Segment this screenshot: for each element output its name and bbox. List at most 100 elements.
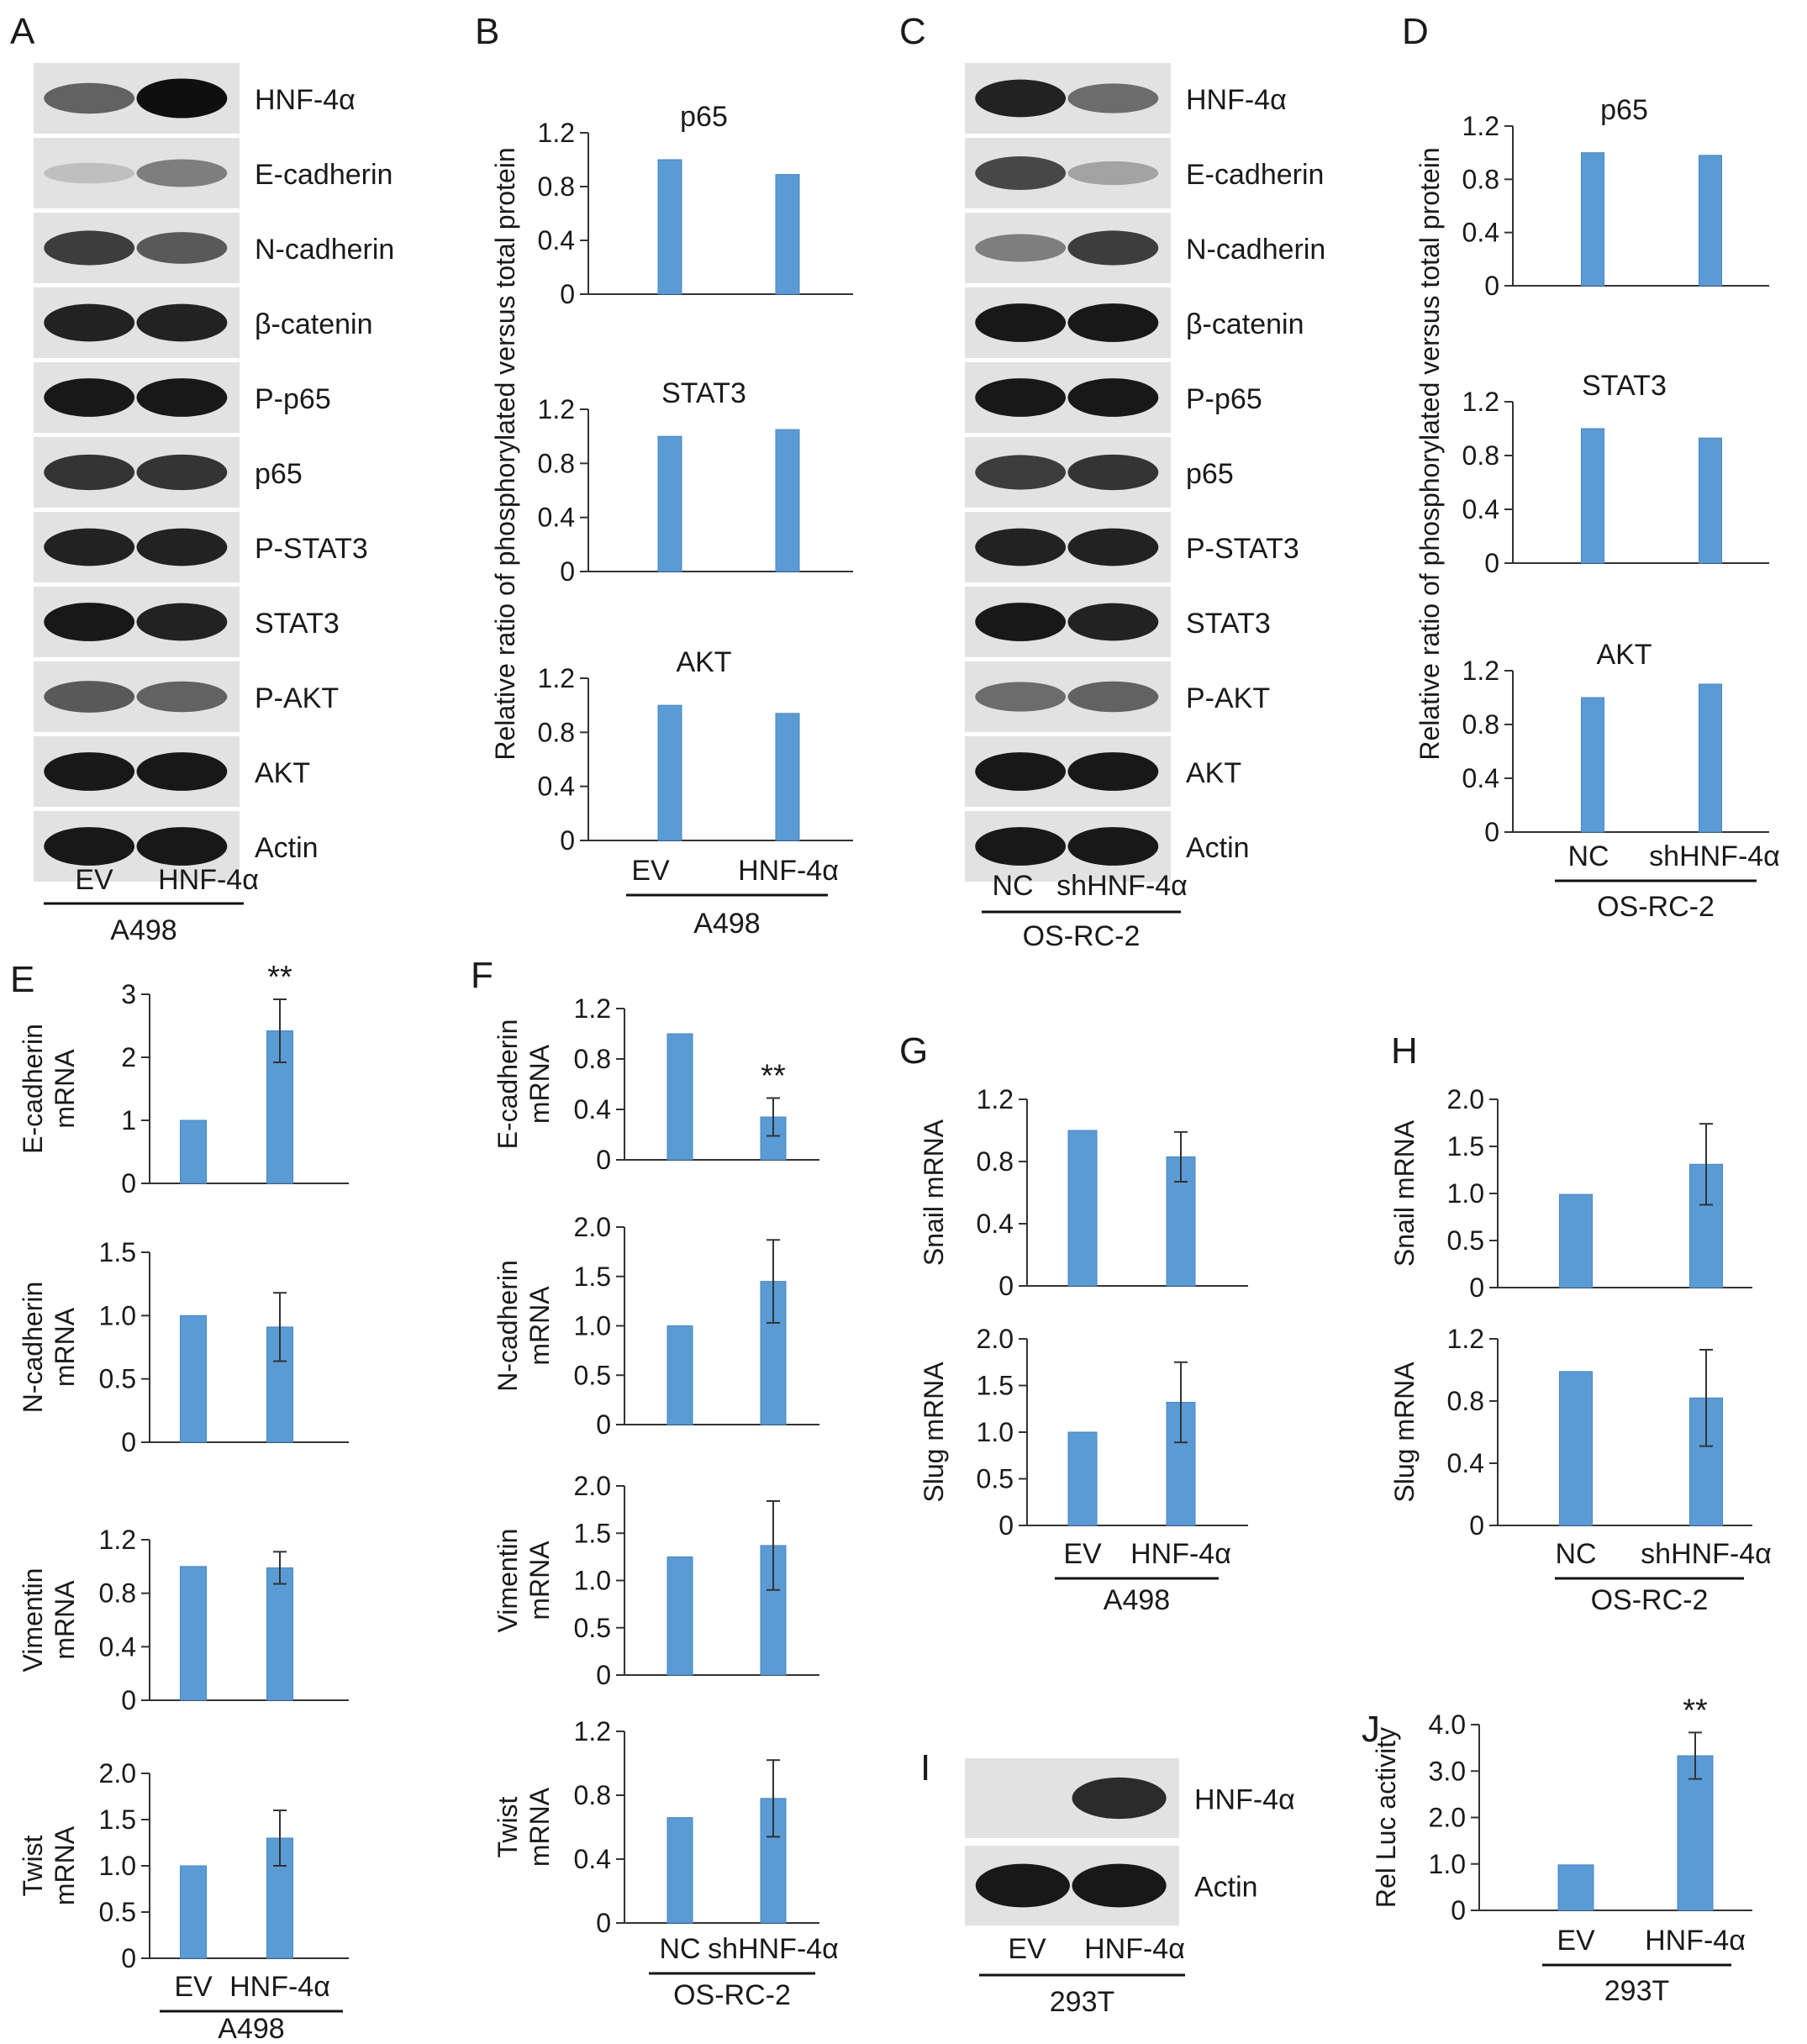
blot-band	[44, 230, 135, 266]
y-tick-label: 1.5	[99, 1237, 136, 1267]
chart-title: p65	[680, 101, 728, 133]
y-tick-label: 2.0	[977, 1324, 1014, 1354]
band-label: HNF-4α	[1194, 1784, 1295, 1816]
y-tick-label: 0	[998, 1510, 1014, 1541]
band-label: AKT	[1186, 757, 1241, 789]
blot-band	[1067, 528, 1159, 566]
band-label: P-AKT	[1186, 682, 1270, 714]
y-tick-label: 0.8	[538, 448, 575, 478]
y-tick-label: 1	[121, 1105, 136, 1135]
band-label: HNF-4α	[1186, 84, 1287, 116]
bar	[1581, 428, 1604, 564]
lane-label: NC	[1555, 1538, 1596, 1570]
blot-band	[136, 303, 228, 342]
bar	[1557, 1864, 1594, 1911]
group-label: A498	[110, 914, 176, 946]
chart-title: STAT3	[661, 377, 746, 409]
y-tick-label: 0	[1484, 271, 1499, 301]
y-axis-label: Twist	[493, 1796, 523, 1857]
blot-band	[975, 455, 1067, 490]
bar	[1581, 697, 1604, 833]
bar	[1067, 1130, 1098, 1287]
bar	[180, 1119, 207, 1184]
chart-g-snail: 0 0.4 0.8 1.2 Snail mRNA	[919, 1084, 1248, 1301]
bar	[775, 713, 800, 841]
blot-band	[1067, 752, 1159, 791]
chart-h-slug: 0 0.4 0.8 1.2 Slug mRNA	[1389, 1324, 1752, 1541]
band-label: N-cadherin	[255, 234, 394, 266]
blot-band	[44, 752, 135, 791]
y-tick-label: 1.2	[1462, 111, 1499, 141]
y-axis-label: Snail mRNA	[1389, 1119, 1420, 1267]
bar	[180, 1865, 207, 1959]
blot-band	[975, 528, 1067, 566]
chart-title: STAT3	[1582, 370, 1667, 402]
y-axis-label: N-cadherin	[18, 1282, 48, 1414]
panel-letter-f: F	[471, 955, 493, 996]
y-tick-label: 1.2	[574, 993, 611, 1024]
group-label: OS-RC-2	[1597, 891, 1715, 923]
y-tick-label: 1.0	[1447, 1178, 1484, 1209]
band-label: N-cadherin	[1186, 234, 1325, 266]
y-axis-label: E-cadherin	[18, 1024, 48, 1154]
y-tick-label: 0	[560, 825, 575, 856]
y-tick-label: 0	[121, 1685, 136, 1715]
band-label: P-STAT3	[1186, 533, 1299, 565]
blot-band	[975, 378, 1067, 417]
bar	[775, 174, 800, 295]
significance-marker: **	[761, 1059, 786, 1094]
y-tick-label: 0	[596, 1660, 611, 1690]
y-tick-label: 1.2	[1447, 1324, 1484, 1354]
bar	[666, 1817, 693, 1924]
blot-band	[136, 78, 228, 119]
chart-f-twist: 0 0.4 0.8 1.2 Twist mRNA	[493, 1716, 819, 1938]
bar	[266, 1567, 293, 1701]
group-label: 293T	[1050, 1986, 1115, 2018]
group-label: OS-RC-2	[673, 1979, 791, 2011]
chart-b-stat3: 0 0.4 0.8 1.2 STAT3	[538, 377, 853, 587]
y-tick-label: 0.4	[1447, 1448, 1484, 1478]
chart-d-p65: 0 0.4 0.8 1.2 p65	[1462, 94, 1769, 301]
y-tick-label: 0.8	[574, 1780, 611, 1810]
panel-letter-d: D	[1402, 11, 1429, 52]
y-tick-label: 1.2	[538, 663, 575, 693]
bar	[180, 1566, 207, 1701]
lane-label: NC	[1567, 840, 1609, 872]
blot-band	[975, 752, 1067, 791]
panel-letter-c: C	[899, 11, 926, 52]
blot-band	[975, 827, 1067, 866]
chart-title: AKT	[676, 646, 731, 678]
y-tick-label: 1.2	[574, 1716, 611, 1746]
y-tick-label: 0.8	[977, 1146, 1014, 1177]
y-tick-label: 0.5	[574, 1360, 611, 1390]
y-tick-label: 1.0	[574, 1311, 611, 1341]
y-tick-label: 0.8	[574, 1044, 611, 1074]
blot-band	[44, 603, 135, 641]
bar	[1677, 1755, 1714, 1911]
y-tick-label: 0	[596, 1409, 611, 1440]
bar	[666, 1033, 693, 1161]
lane-label: EV	[1557, 1925, 1595, 1957]
y-tick-label: 1.5	[99, 1804, 136, 1835]
chart-d-stat3: 0 0.4 0.8 1.2 STAT3	[1462, 370, 1769, 578]
y-tick-label: 1.0	[99, 1300, 136, 1330]
western-blot-a: HNF-4α E-cadherin N-cadherin β-catenin P-p65…	[34, 63, 394, 882]
y-tick-label: 2.0	[99, 1758, 136, 1788]
y-tick-label: 1.5	[574, 1518, 611, 1548]
blot-band	[975, 79, 1067, 118]
y-tick-label: 1.2	[1462, 656, 1499, 686]
lane-label: HNF-4α	[229, 1971, 330, 2003]
chart-d-akt: 0 0.4 0.8 1.2 AKT	[1462, 639, 1769, 847]
blot-band	[44, 162, 135, 184]
blot-band	[1067, 378, 1159, 417]
y-tick-label: 0	[560, 556, 575, 587]
blot-band	[1067, 603, 1159, 641]
blot-band	[1067, 827, 1159, 866]
y-tick-label: 1.5	[977, 1371, 1014, 1401]
chart-f-vimentin: 0 0.5 1.0 1.5 2.0 Vimentin mRNA	[493, 1471, 819, 1690]
y-tick-label: 0	[596, 1145, 611, 1175]
chart-j-luc: 0 1.0 2.0 3.0 4.0 ** Rel Luc activity	[1371, 1693, 1752, 1925]
chart-e-twist: 0 0.5 1.0 1.5 2.0 Twist mRNA	[18, 1758, 349, 1973]
y-tick-label: 1.2	[538, 394, 575, 424]
y-tick-label: 0.8	[538, 171, 575, 202]
